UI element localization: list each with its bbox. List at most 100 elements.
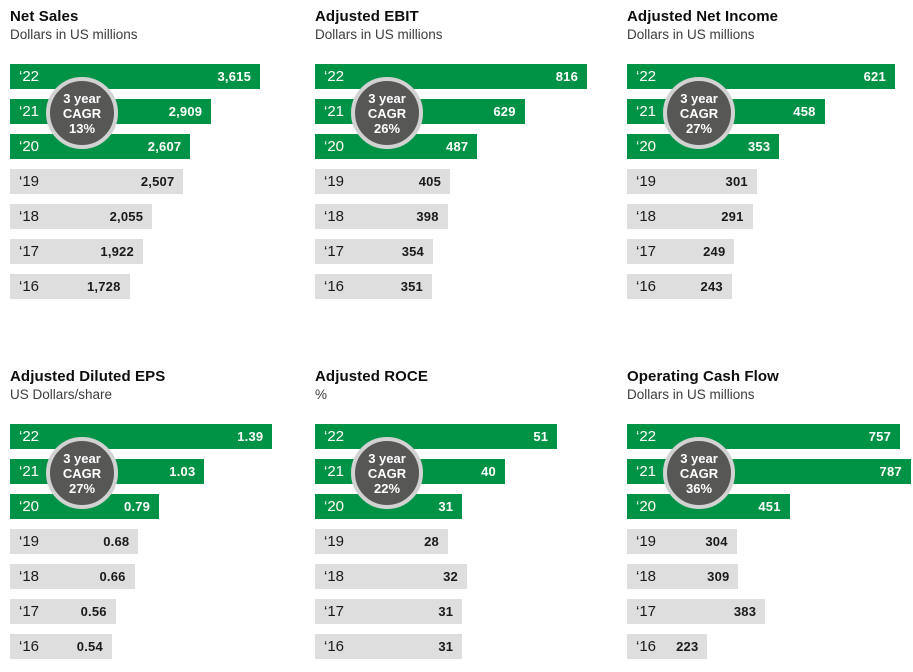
bar-22: ‘22 3,615	[10, 64, 261, 89]
cagr-line1: 3 year	[680, 90, 718, 106]
bar-row: ‘18 398	[315, 204, 600, 229]
chart: Net Sales Dollars in US millions 3 year …	[10, 8, 295, 309]
year-label: ‘18	[19, 568, 40, 585]
value-label: 304	[705, 534, 728, 549]
value-label: 487	[446, 139, 469, 154]
bar-row: ‘19 2,507	[10, 169, 295, 194]
cagr-line2: CAGR	[367, 465, 407, 481]
year-label: ‘16	[636, 278, 657, 295]
bar-18: ‘18 0.66	[10, 564, 135, 589]
bar-row: ‘16 243	[627, 274, 913, 299]
bars-area: 3 year CAGR 27% ‘22 621 ‘21 458 ‘20 353 ‘19 301…	[627, 64, 913, 299]
bar-19: ‘19 0.68	[10, 529, 139, 554]
bar-row: ‘20 487	[315, 134, 600, 159]
chart-title: Adjusted ROCE	[315, 368, 428, 385]
value-label: 383	[733, 604, 757, 619]
year-label: ‘21	[324, 103, 345, 120]
year-label: ‘22	[19, 428, 40, 445]
chart-title: Net Sales	[10, 8, 79, 25]
value-label: 291	[721, 209, 744, 224]
bar-16: ‘16 223	[627, 634, 708, 659]
cagr-value: 36%	[685, 480, 713, 496]
year-label: ‘20	[324, 498, 345, 515]
bar-row: ‘17 1,922	[10, 239, 295, 264]
bar-row: ‘20 451	[627, 494, 913, 519]
year-label: ‘16	[19, 278, 40, 295]
bar-16: ‘16 1,728	[10, 274, 130, 299]
chart-subtitle: US Dollars/share	[10, 387, 113, 402]
value-label: 31	[438, 604, 454, 619]
year-label: ‘17	[636, 603, 657, 620]
year-label: ‘22	[636, 68, 657, 85]
year-label: ‘22	[19, 68, 40, 85]
bar-row: ‘17 249	[627, 239, 913, 264]
bar-19: ‘19 301	[627, 169, 757, 194]
bar-22: ‘22 621	[627, 64, 895, 89]
year-label: ‘18	[324, 568, 345, 585]
bar-22: ‘22 51	[315, 424, 558, 449]
chart-title: Operating Cash Flow	[627, 368, 779, 385]
bar-19: ‘19 28	[315, 529, 448, 554]
bar-row: ‘19 405	[315, 169, 600, 194]
value-label: 1.03	[169, 464, 196, 479]
bar-row: ‘19 0.68	[10, 529, 295, 554]
bar-row: ‘22 757	[627, 424, 913, 449]
cagr-line2: CAGR	[367, 105, 407, 121]
bar-row: ‘17 31	[315, 599, 600, 624]
bars-area: 3 year CAGR 13% ‘22 3,615 ‘21 2,909 ‘20 2,607…	[10, 64, 295, 299]
bar-row: ‘22 3,615	[10, 64, 295, 89]
bar-16: ‘16 31	[315, 634, 463, 659]
bars-area: 3 year CAGR 26% ‘22 816 ‘21 629 ‘20 487 ‘19 405…	[315, 64, 600, 299]
bars-area: 3 year CAGR 27% ‘22 1.39 ‘21 1.03 ‘20 0.79 ‘19…	[10, 424, 295, 659]
cagr-line1: 3 year	[368, 450, 406, 466]
bar-row: ‘19 301	[627, 169, 913, 194]
value-label: 301	[725, 174, 748, 189]
value-label: 451	[758, 499, 781, 514]
value-label: 0.79	[124, 499, 151, 514]
year-label: ‘17	[19, 603, 40, 620]
bar-row: ‘19 28	[315, 529, 600, 554]
value-label: 31	[438, 639, 454, 654]
bar-row: ‘19 304	[627, 529, 913, 554]
value-label: 51	[533, 429, 549, 444]
year-label: ‘21	[19, 463, 40, 480]
bar-18: ‘18 32	[315, 564, 467, 589]
bar-row: ‘22 51	[315, 424, 600, 449]
value-label: 32	[443, 569, 458, 584]
year-label: ‘16	[19, 638, 40, 655]
bar-row: ‘18 291	[627, 204, 913, 229]
bar-16: ‘16 0.54	[10, 634, 112, 659]
value-label: 0.54	[76, 639, 103, 654]
bar-row: ‘22 1.39	[10, 424, 295, 449]
cagr-line1: 3 year	[63, 90, 101, 106]
year-label: ‘19	[636, 173, 657, 190]
value-label: 353	[747, 139, 771, 154]
value-label: 0.68	[103, 534, 130, 549]
value-label: 757	[868, 429, 891, 444]
chart-title: Adjusted Net Income	[627, 8, 779, 25]
cagr-line2: CAGR	[62, 465, 102, 481]
cagr-line1: 3 year	[368, 90, 406, 106]
year-label: ‘20	[324, 138, 345, 155]
year-label: ‘17	[19, 243, 40, 260]
bar-17: ‘17 383	[627, 599, 766, 624]
value-label: 0.56	[80, 604, 107, 619]
bar-18: ‘18 2,055	[10, 204, 153, 229]
year-label: ‘21	[19, 103, 40, 120]
bar-22: ‘22 757	[627, 424, 900, 449]
year-label: ‘16	[324, 278, 345, 295]
value-label: 621	[863, 69, 886, 84]
value-label: 2,055	[109, 209, 144, 224]
year-label: ‘17	[324, 243, 345, 260]
bar-16: ‘16 243	[627, 274, 732, 299]
chart-title: Adjusted Diluted EPS	[10, 368, 166, 385]
value-label: 40	[481, 464, 496, 479]
value-label: 243	[700, 279, 723, 294]
value-label: 398	[416, 209, 439, 224]
bar-row: ‘16 0.54	[10, 634, 295, 659]
bar-row: ‘17 354	[315, 239, 600, 264]
bar-row: ‘20 31	[315, 494, 600, 519]
year-label: ‘20	[636, 498, 657, 515]
chart-subtitle: Dollars in US millions	[627, 387, 755, 402]
